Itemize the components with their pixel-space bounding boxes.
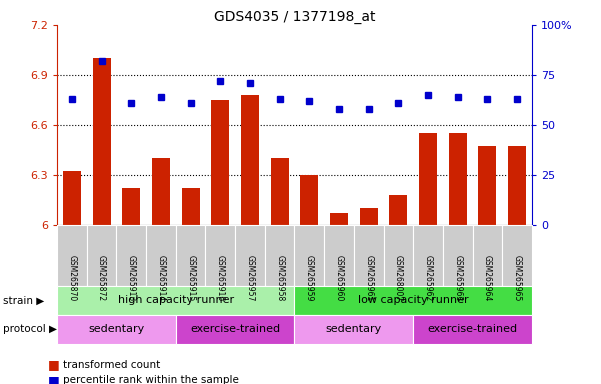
Text: GSM265960: GSM265960 <box>335 255 344 302</box>
Text: GSM268007: GSM268007 <box>394 255 403 301</box>
Text: sedentary: sedentary <box>326 324 382 334</box>
Text: exercise-trained: exercise-trained <box>427 324 517 334</box>
Text: GSM265965: GSM265965 <box>513 255 522 302</box>
Text: GSM265915: GSM265915 <box>186 255 195 301</box>
Bar <box>508 146 526 225</box>
Bar <box>389 195 407 225</box>
Bar <box>93 58 111 225</box>
Text: low capacity runner: low capacity runner <box>358 295 469 306</box>
Text: GSM265959: GSM265959 <box>305 255 314 302</box>
Bar <box>270 158 288 225</box>
Bar <box>182 188 200 225</box>
Text: GSM265916: GSM265916 <box>216 255 225 301</box>
Bar <box>123 188 140 225</box>
Text: GSM265961: GSM265961 <box>364 255 373 301</box>
Text: exercise-trained: exercise-trained <box>190 324 280 334</box>
Text: high capacity runner: high capacity runner <box>118 295 234 306</box>
Text: ■: ■ <box>48 374 60 384</box>
Bar <box>212 100 229 225</box>
Bar <box>360 208 377 225</box>
Text: ■: ■ <box>48 358 60 371</box>
Text: GSM265964: GSM265964 <box>483 255 492 302</box>
Bar <box>449 133 466 225</box>
Text: GDS4035 / 1377198_at: GDS4035 / 1377198_at <box>214 10 375 23</box>
Text: GSM265962: GSM265962 <box>424 255 433 301</box>
Text: GSM265872: GSM265872 <box>97 255 106 301</box>
Bar <box>241 95 259 225</box>
Text: protocol ▶: protocol ▶ <box>3 324 57 334</box>
Text: GSM265914: GSM265914 <box>156 255 165 301</box>
Text: strain ▶: strain ▶ <box>3 295 44 306</box>
Text: GSM265913: GSM265913 <box>127 255 136 301</box>
Bar <box>330 213 348 225</box>
Text: GSM265963: GSM265963 <box>453 255 462 302</box>
Text: GSM265958: GSM265958 <box>275 255 284 301</box>
Bar <box>152 158 170 225</box>
Text: sedentary: sedentary <box>88 324 145 334</box>
Bar <box>300 175 319 225</box>
Bar <box>478 146 496 225</box>
Bar <box>419 133 437 225</box>
Bar <box>63 171 81 225</box>
Text: GSM265870: GSM265870 <box>67 255 76 301</box>
Text: transformed count: transformed count <box>63 360 160 370</box>
Text: GSM265957: GSM265957 <box>245 255 254 302</box>
Text: percentile rank within the sample: percentile rank within the sample <box>63 375 239 384</box>
